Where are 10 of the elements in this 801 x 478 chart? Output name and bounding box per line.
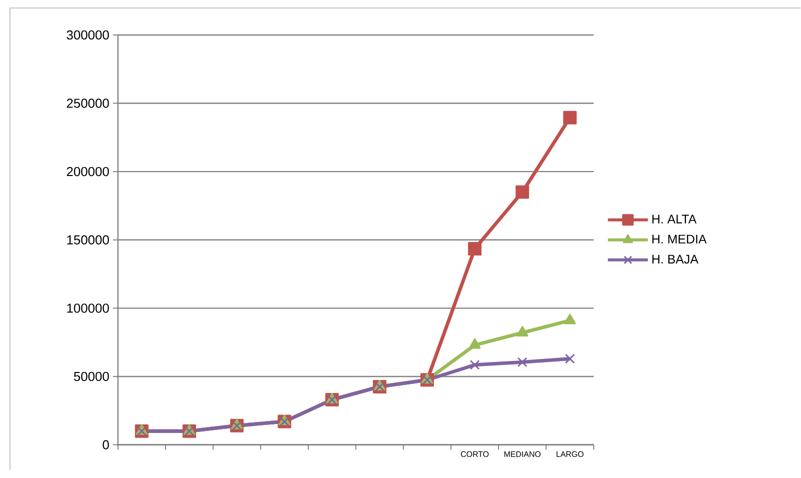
legend-label: H. BAJA xyxy=(652,255,698,264)
y-tick-label: 0 xyxy=(102,440,109,450)
y-tick-label: 50000 xyxy=(74,372,109,382)
y-tick-label: 200000 xyxy=(66,167,109,176)
y-tick-label: 250000 xyxy=(66,98,109,108)
y-tick-label: 100000 xyxy=(67,304,109,313)
legend-label: H. ALTA xyxy=(652,214,697,224)
y-tick-label: 300000 xyxy=(66,30,109,40)
y-tick-label: 150000 xyxy=(67,235,109,245)
legend-label: H. MEDIA xyxy=(652,234,707,244)
